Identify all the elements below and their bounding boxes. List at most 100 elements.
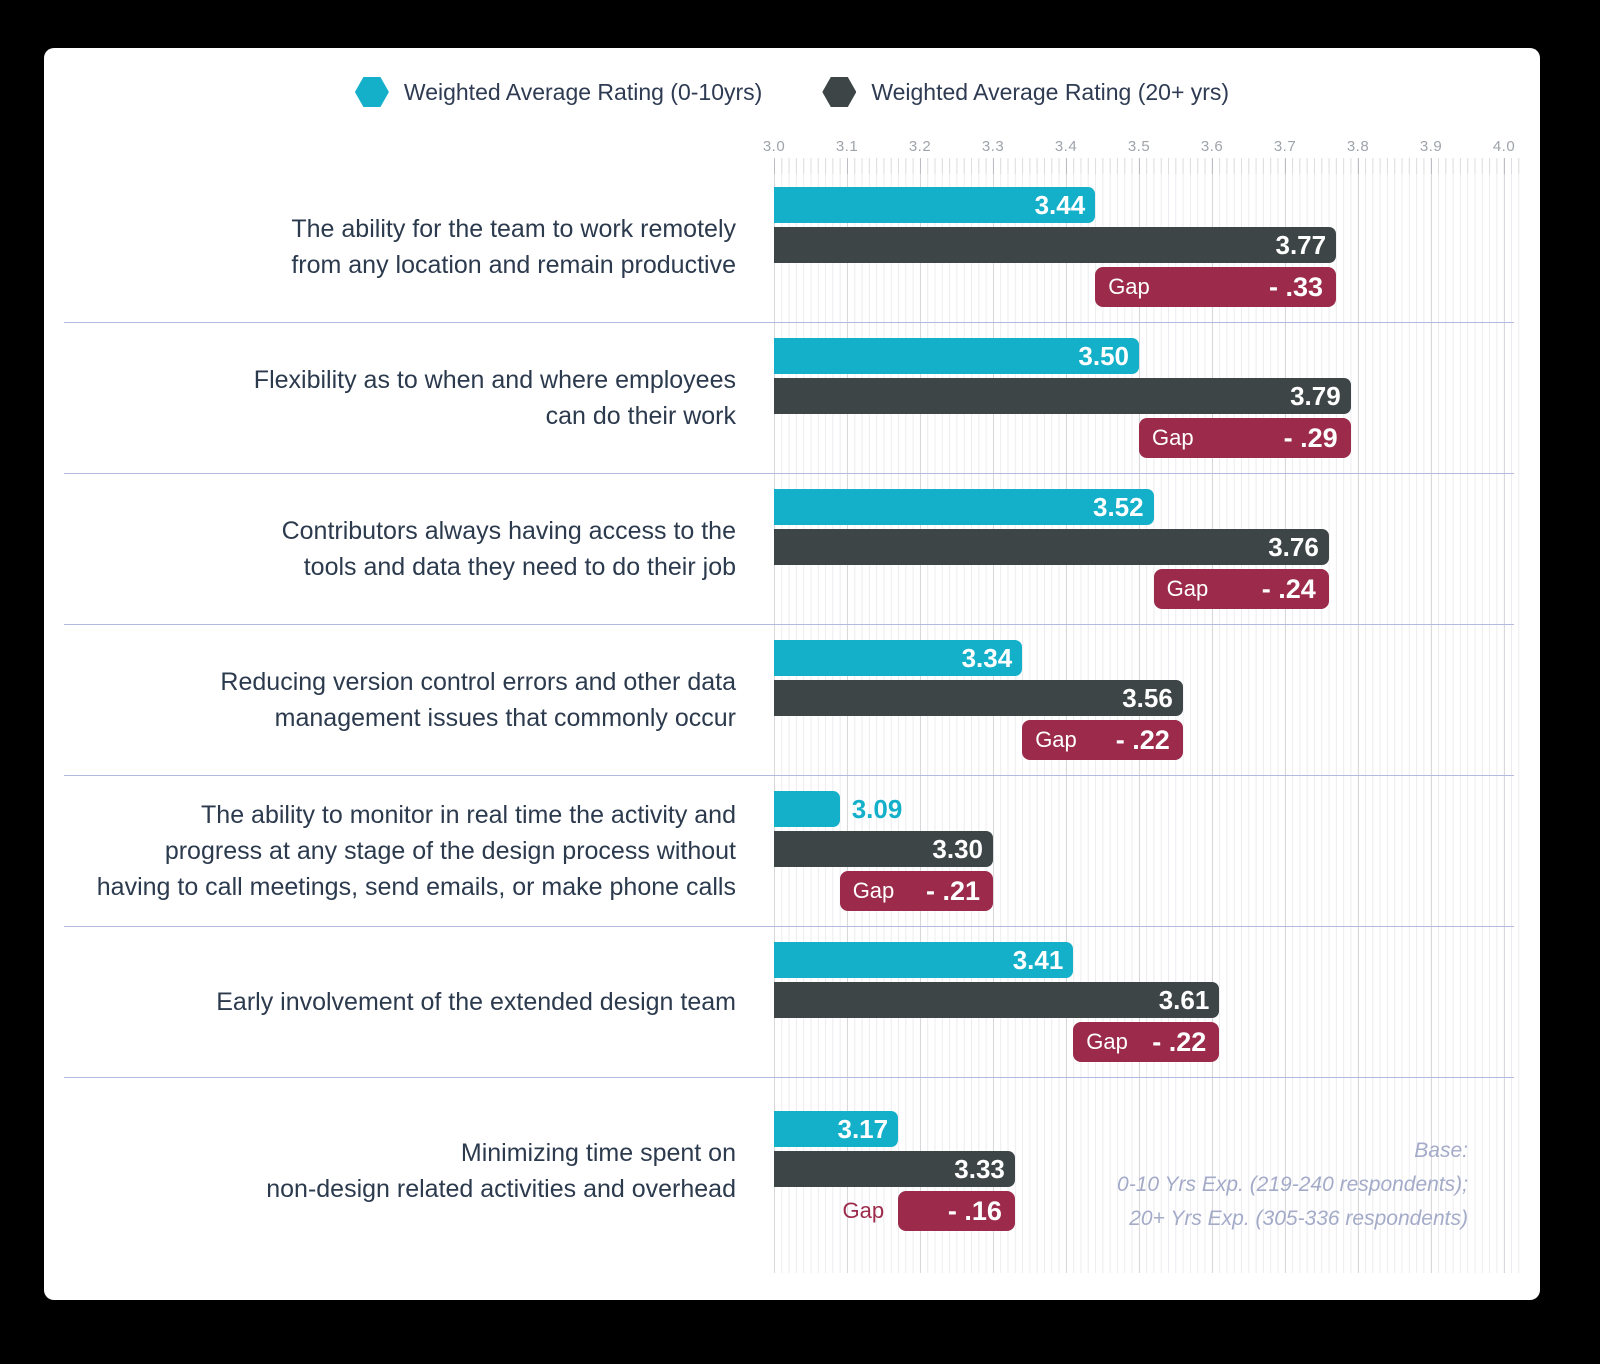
hexagon-icon — [354, 77, 389, 107]
category-label: Flexibility as to when and where employe… — [64, 362, 774, 434]
bar-20plus-yrs: 3.30 — [774, 831, 993, 867]
bar-value: 3.76 — [1268, 531, 1319, 562]
axis-tick-label: 3.5 — [1127, 138, 1151, 155]
bar-value: 3.61 — [1158, 984, 1210, 1015]
gap-badge: Gap - .24 — [1153, 569, 1329, 609]
category-label: Contributors always having access to the… — [64, 513, 774, 585]
category-label-line: from any location and remain productive — [291, 251, 736, 279]
bar-value: 3.17 — [837, 1113, 889, 1144]
bars-group: 3.09 3.30 Gap - .21 — [774, 791, 1514, 911]
chart-row: Reducing version control errors and othe… — [64, 624, 1514, 775]
base-note-line: Base: — [1414, 1139, 1468, 1162]
gap-badge: Gap - .21 — [839, 871, 993, 911]
chart-row: Minimizing time spent on non-design relat… — [64, 1077, 1514, 1264]
chart-row: Contributors always having access to the… — [64, 473, 1514, 624]
category-label-line: The ability to monitor in real time the … — [201, 801, 736, 829]
gap-badge: Gap - .29 — [1139, 418, 1351, 458]
category-label-line: Reducing version control errors and othe… — [220, 668, 736, 696]
axis-tick-label: 3.4 — [1054, 138, 1078, 155]
gap-word: Gap — [1108, 274, 1150, 299]
bars-group: 3.41 3.61 Gap - .22 — [774, 942, 1514, 1062]
bars-group: 3.44 3.77 Gap - .33 — [774, 187, 1514, 307]
bar-value: 3.44 — [1034, 189, 1086, 220]
category-label-line: management issues that commonly occur — [274, 704, 736, 732]
bar-value: 3.09 — [851, 793, 903, 824]
bar-value: 3.30 — [932, 833, 983, 864]
gap-word: Gap — [852, 878, 895, 903]
axis-tick-label: 3.3 — [981, 138, 1005, 155]
gap-word: Gap — [842, 1198, 885, 1223]
gap-value: - .22 — [1115, 724, 1170, 755]
chart-row: The ability to monitor in real time the … — [64, 775, 1514, 926]
category-label-line: Early involvement of the extended design… — [216, 988, 736, 1016]
base-note-line: 0-10 Yrs Exp. (219-240 respondents); — [1117, 1173, 1468, 1197]
gap-value: - .29 — [1283, 422, 1338, 453]
gap-word: Gap — [1086, 1029, 1128, 1054]
bar-20plus-yrs: 3.79 — [774, 378, 1351, 414]
hexagon-icon — [822, 77, 857, 107]
bar-value: 3.79 — [1290, 380, 1341, 411]
legend-item-0-10yrs: Weighted Average Rating (0-10yrs) — [354, 77, 763, 107]
axis-tick-label: 3.8 — [1346, 138, 1370, 155]
chart-row: The ability for the team to work remotel… — [64, 172, 1514, 322]
bar-value: 3.33 — [954, 1153, 1005, 1184]
legend: Weighted Average Rating (0-10yrs) Weight… — [44, 74, 1540, 110]
category-label-line: progress at any stage of the design proc… — [164, 837, 736, 865]
bar-0-10yrs: 3.34 — [774, 640, 1023, 676]
bar-0-10yrs: 3.50 — [774, 338, 1139, 374]
bar-0-10yrs: 3.52 — [774, 489, 1154, 525]
axis-tick-label: 3.7 — [1273, 138, 1297, 155]
axis-tick-label: 3.2 — [908, 138, 932, 155]
category-label-line: Contributors always having access to the — [281, 517, 736, 545]
category-label-line: having to call meetings, send emails, or… — [96, 873, 736, 901]
bar-value: 3.34 — [961, 642, 1013, 673]
gap-word: Gap — [1152, 425, 1194, 450]
bar-0-10yrs: 3.17 — [774, 1111, 899, 1147]
bar-20plus-yrs: 3.77 — [774, 227, 1337, 263]
category-label-line: Flexibility as to when and where employe… — [253, 366, 736, 394]
x-axis: 3.0 3.1 3.2 3.3 3.4 3.5 3.6 3.7 3.8 3.9 4.0 — [763, 138, 1520, 158]
category-label-line: Minimizing time spent on — [460, 1139, 736, 1167]
gap-badge: Gap - .22 — [1022, 720, 1183, 760]
base-note-line: 20+ Yrs Exp. (305-336 respondents) — [1129, 1207, 1468, 1231]
bars-group: 3.50 3.79 Gap - .29 — [774, 338, 1514, 458]
legend-label: Weighted Average Rating (0-10yrs) — [403, 78, 763, 105]
gap-value: - .21 — [925, 875, 980, 906]
category-label-line: non-design related activities and overhe… — [266, 1175, 736, 1203]
base-note: Base: 0-10 Yrs Exp. (219-240 respondents… — [1117, 1134, 1468, 1236]
legend-item-20plus-yrs: Weighted Average Rating (20+ yrs) — [822, 77, 1229, 107]
bar-20plus-yrs: 3.76 — [774, 529, 1329, 565]
category-label-line: The ability for the team to work remotel… — [291, 215, 736, 243]
bar-20plus-yrs: 3.33 — [774, 1151, 1015, 1187]
chart-row: Flexibility as to when and where employe… — [64, 322, 1514, 473]
bar-value: 3.50 — [1078, 340, 1129, 371]
gap-badge: - .16 — [898, 1191, 1015, 1231]
axis-tick-label: 4.0 — [1492, 138, 1516, 155]
gap-value: - .16 — [947, 1195, 1002, 1226]
gap-word: Gap — [1166, 576, 1209, 601]
bars-group: 3.34 3.56 Gap - .22 — [774, 640, 1514, 760]
category-label: Reducing version control errors and othe… — [64, 664, 774, 736]
category-label-line: can do their work — [545, 402, 736, 430]
axis-tick-label: 3.6 — [1200, 138, 1224, 155]
bar-20plus-yrs: 3.61 — [774, 982, 1220, 1018]
bar-value: 3.77 — [1275, 229, 1327, 260]
bar-0-10yrs: 3.44 — [774, 187, 1096, 223]
gap-badge: Gap - .33 — [1095, 267, 1337, 307]
axis-tick-label: 3.1 — [835, 138, 859, 155]
category-label: The ability for the team to work remotel… — [64, 211, 774, 283]
category-label: The ability to monitor in real time the … — [64, 797, 774, 905]
bar-0-10yrs: 3.41 — [774, 942, 1074, 978]
category-label: Minimizing time spent on non-design relat… — [64, 1135, 774, 1207]
bars-group: 3.52 3.76 Gap - .24 — [774, 489, 1514, 609]
bar-value: 3.52 — [1092, 491, 1144, 522]
gap-value: - .24 — [1261, 573, 1316, 604]
bars-group: 3.17 3.33 Gap - .16 — [774, 1111, 1514, 1231]
category-label: Early involvement of the extended design… — [64, 984, 774, 1020]
axis-tick-label: 3.9 — [1419, 138, 1443, 155]
gap-badge: Gap - .22 — [1073, 1022, 1220, 1062]
gap-word: Gap — [1035, 727, 1077, 752]
axis-tick-label: 3.0 — [762, 138, 786, 155]
gap-value: - .22 — [1152, 1026, 1207, 1057]
legend-label: Weighted Average Rating (20+ yrs) — [871, 78, 1230, 105]
